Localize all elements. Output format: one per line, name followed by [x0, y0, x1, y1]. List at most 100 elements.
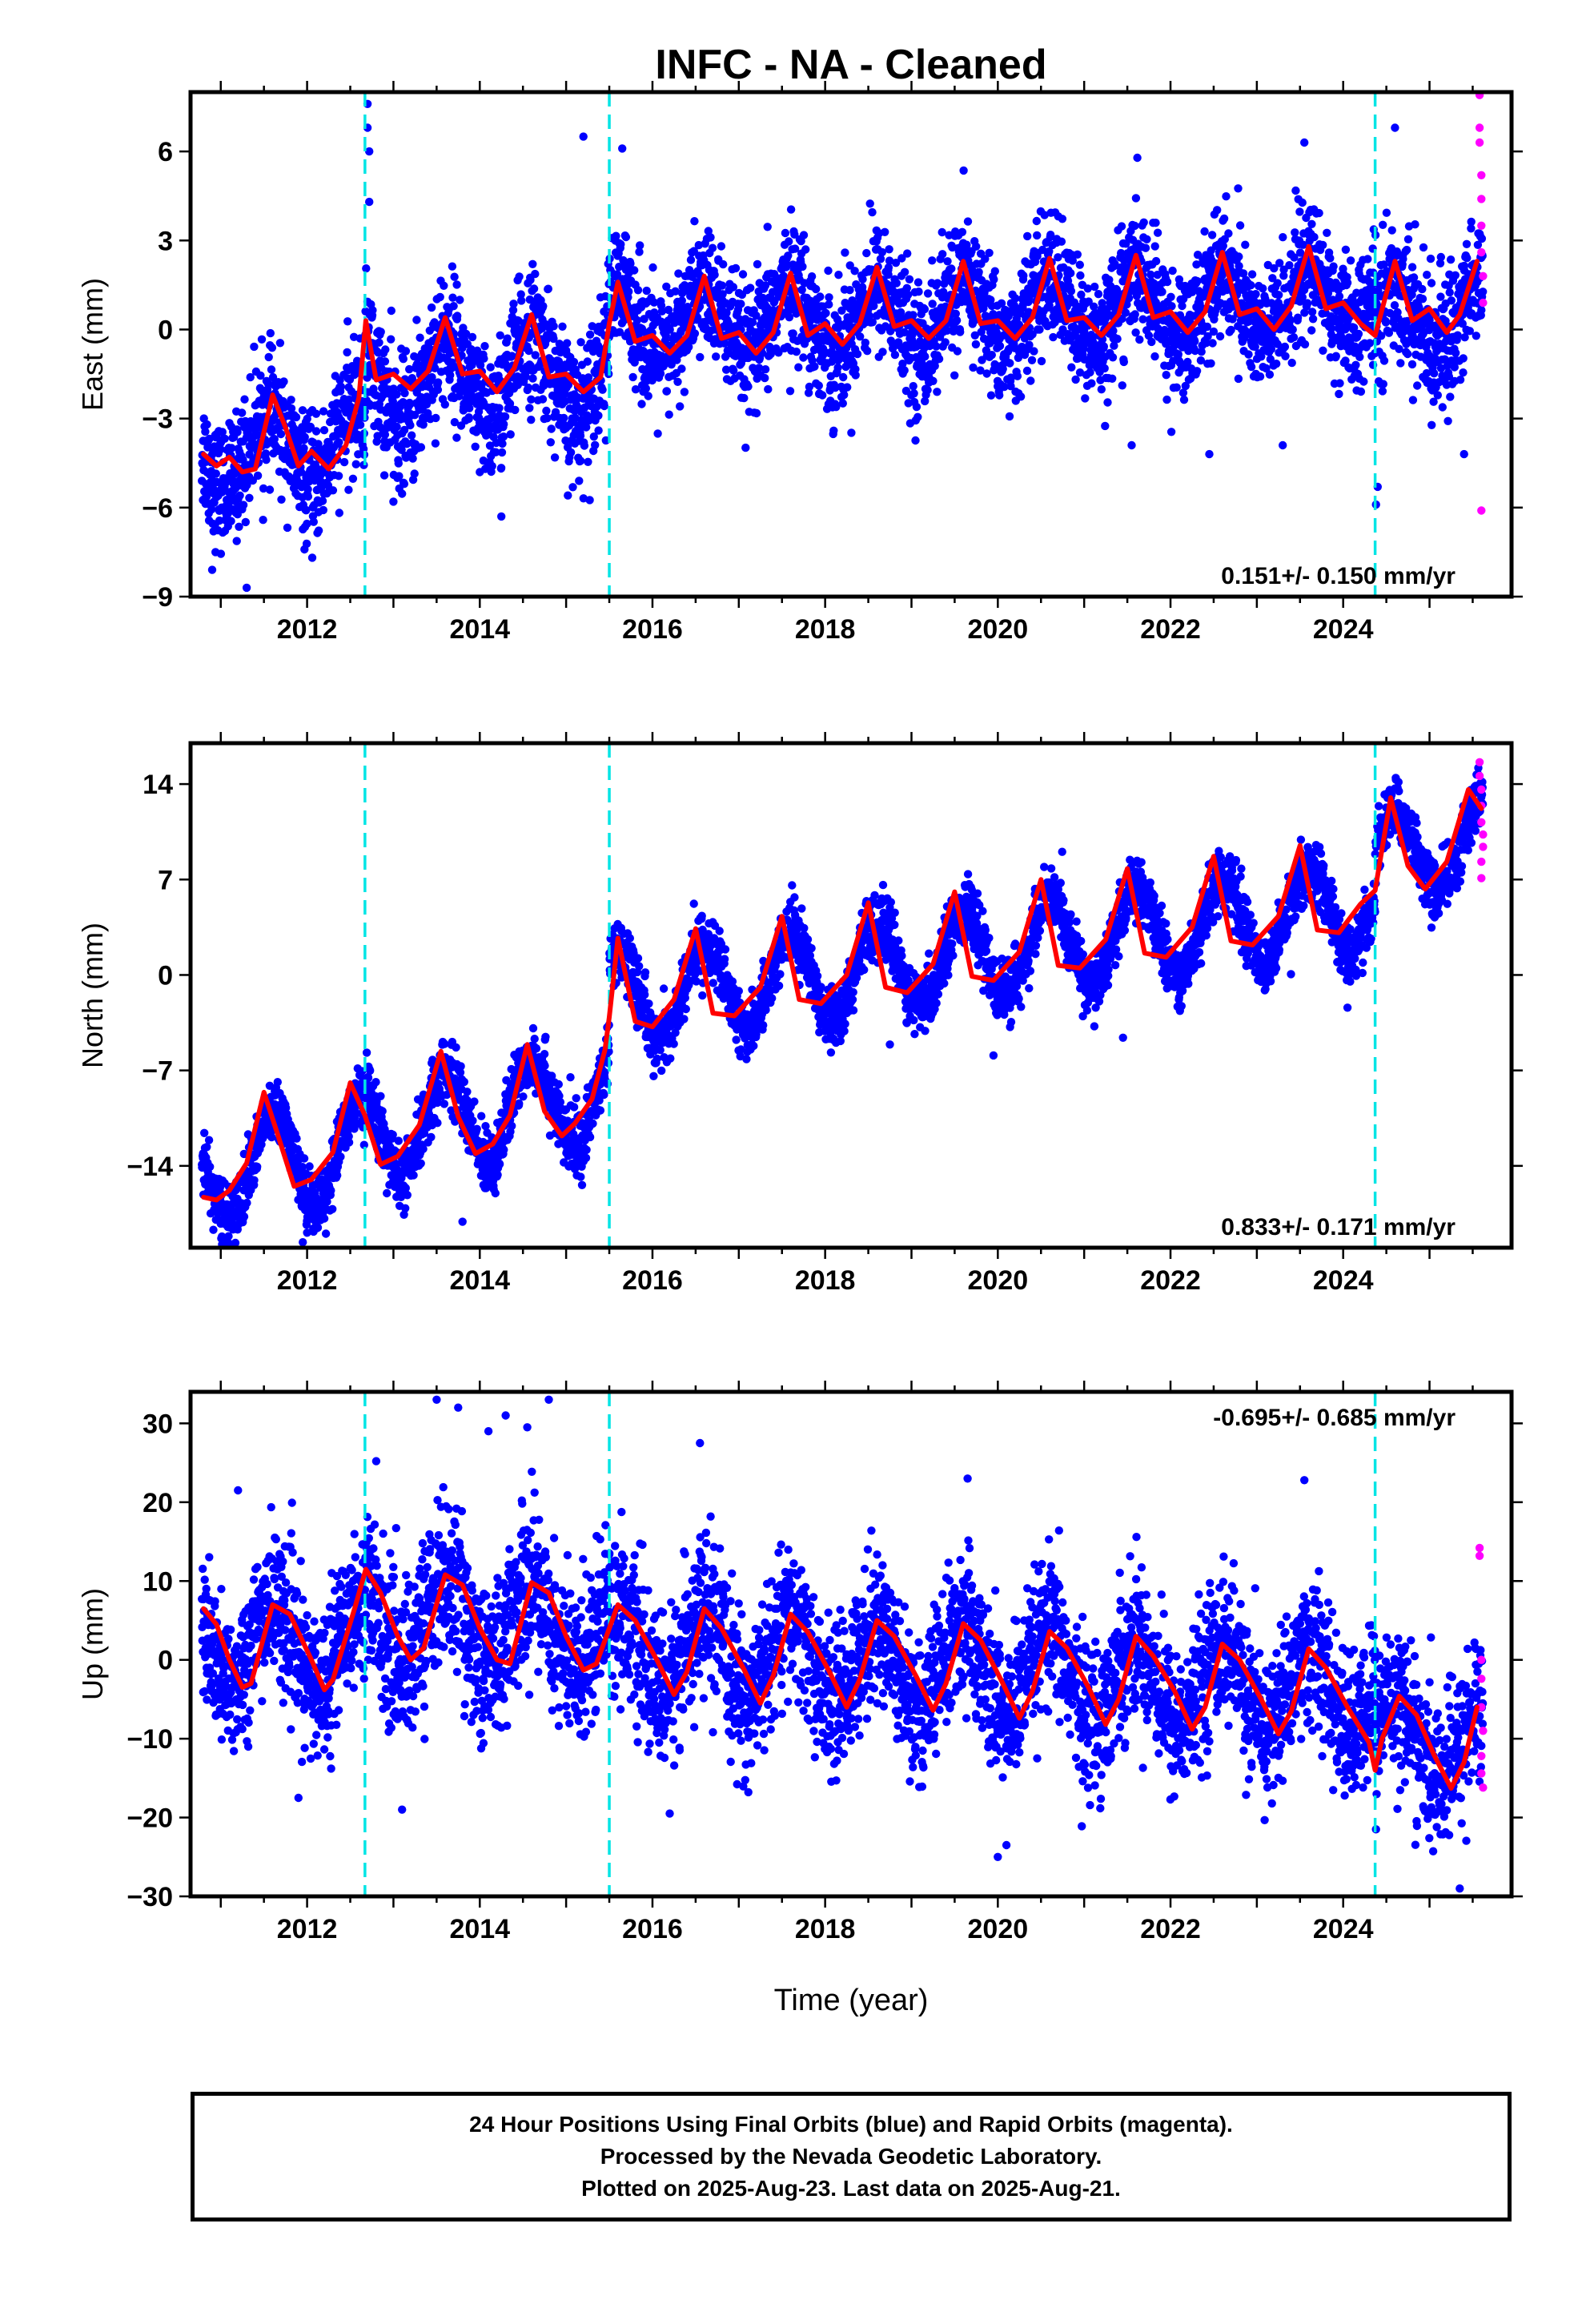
final-orbit-point: [448, 262, 457, 271]
final-orbit-point: [1131, 328, 1140, 337]
final-orbit-point: [381, 345, 390, 354]
final-orbit-point: [1327, 324, 1336, 333]
final-orbit-point: [302, 539, 311, 549]
panel-north: 2012 2014 2016 2018 2020 2022 2024−14−70714Nor…: [76, 732, 1523, 1296]
final-orbit-point: [1193, 251, 1203, 259]
final-orbit-point: [621, 232, 631, 242]
final-orbit-point: [365, 147, 374, 156]
final-orbit-point: [200, 1128, 209, 1138]
final-orbit-point: [683, 303, 693, 312]
final-orbit-point: [246, 372, 255, 382]
final-orbit-point: [1234, 374, 1243, 384]
final-orbit-point: [1239, 269, 1248, 278]
final-orbit-point: [528, 374, 537, 383]
final-orbit-point: [810, 362, 819, 371]
final-orbit-point: [1099, 342, 1109, 351]
final-orbit-point: [704, 227, 713, 235]
final-orbit-point: [1355, 352, 1364, 361]
final-orbit-point: [303, 492, 313, 501]
final-orbit-point: [296, 468, 306, 476]
final-orbit-point: [276, 429, 286, 439]
final-orbit-point: [1445, 288, 1454, 297]
final-orbit-point: [990, 275, 998, 284]
final-orbit-point: [1235, 252, 1243, 261]
final-orbit-point: [1174, 350, 1183, 359]
final-orbit-point: [753, 259, 762, 269]
final-orbit-point: [1150, 352, 1159, 361]
final-orbit-point: [204, 1136, 214, 1144]
final-orbit-point: [303, 519, 311, 529]
final-orbit-point: [500, 420, 508, 428]
east-plot-area: [198, 92, 1488, 597]
final-orbit-point: [1379, 356, 1389, 365]
final-orbit-point: [801, 245, 810, 254]
final-orbit-point: [1192, 260, 1201, 269]
chart-title: INFC - NA - Cleaned: [655, 42, 1046, 88]
final-orbit-point: [1108, 374, 1117, 383]
final-orbit-point: [648, 263, 657, 272]
final-orbit-point: [941, 338, 950, 347]
final-orbit-point: [434, 378, 443, 387]
final-orbit-point: [462, 329, 471, 339]
final-orbit-point: [509, 300, 518, 308]
final-orbit-point: [1213, 206, 1222, 215]
final-orbit-point: [1167, 302, 1176, 311]
final-orbit-point: [1407, 263, 1417, 271]
final-orbit-point: [1040, 211, 1049, 219]
final-orbit-point: [298, 406, 307, 415]
final-orbit-point: [1413, 381, 1422, 390]
final-orbit-point: [1341, 245, 1351, 254]
final-orbit-point: [1208, 339, 1217, 348]
final-orbit-point: [1399, 255, 1407, 263]
final-orbit-point: [631, 385, 640, 394]
final-orbit-point: [1005, 412, 1014, 421]
final-orbit-point: [959, 166, 968, 175]
final-orbit-point: [1019, 271, 1028, 280]
final-orbit-point: [1075, 260, 1085, 269]
final-orbit-point: [1319, 240, 1327, 250]
final-orbit-point: [571, 413, 580, 422]
final-orbit-point: [266, 328, 275, 338]
final-orbit-point: [933, 388, 942, 396]
y-tick-label: −6: [142, 493, 173, 524]
final-orbit-point: [1346, 256, 1355, 265]
final-orbit-point: [1023, 231, 1032, 241]
final-orbit-point: [1273, 279, 1282, 287]
final-orbit-point: [497, 512, 506, 521]
final-orbit-point: [1234, 184, 1243, 193]
final-orbit-point: [1228, 315, 1237, 324]
final-orbit-point: [851, 364, 860, 374]
final-orbit-point: [1451, 271, 1460, 279]
final-orbit-point: [1295, 207, 1304, 216]
final-orbit-point: [933, 279, 942, 287]
final-orbit-point: [909, 311, 917, 320]
final-orbit-point: [718, 290, 727, 299]
final-orbit-point: [1409, 273, 1419, 282]
final-orbit-point: [1038, 245, 1047, 255]
final-orbit-point: [1446, 392, 1455, 401]
final-orbit-point: [1142, 235, 1151, 243]
final-orbit-point: [1287, 358, 1296, 368]
final-orbit-point: [868, 318, 877, 327]
final-orbit-point: [1438, 403, 1447, 412]
final-orbit-point: [431, 364, 440, 372]
final-orbit-point: [1270, 263, 1279, 273]
final-orbit-point: [1197, 348, 1206, 356]
final-orbit-point: [825, 293, 833, 302]
final-orbit-point: [662, 387, 672, 396]
final-orbit-point: [929, 376, 938, 385]
final-orbit-point: [894, 338, 903, 347]
final-orbit-point: [1354, 329, 1363, 339]
rapid-orbit-point: [1475, 123, 1484, 132]
final-orbit-point: [938, 250, 947, 259]
final-orbit-point: [546, 438, 555, 447]
final-orbit-point: [1098, 299, 1106, 308]
final-orbit-point: [1291, 228, 1299, 237]
panels-group: 2012 2014 2016 2018 2020 2022 2024−9−6−3036Eas…: [76, 81, 1523, 1944]
final-orbit-point: [738, 270, 748, 279]
final-orbit-point: [1166, 428, 1176, 436]
final-orbit-point: [1076, 271, 1085, 280]
final-orbit-point: [379, 471, 389, 480]
y-tick-label: 6: [158, 137, 173, 167]
final-orbit-point: [497, 448, 507, 457]
